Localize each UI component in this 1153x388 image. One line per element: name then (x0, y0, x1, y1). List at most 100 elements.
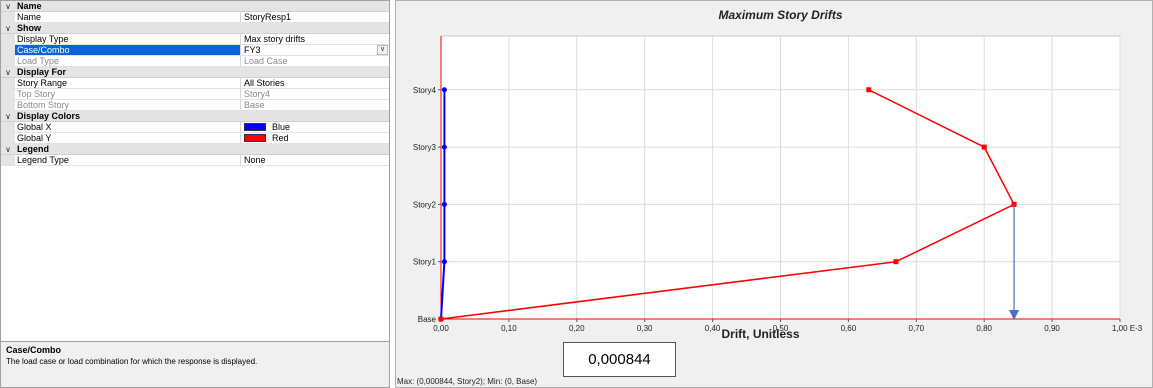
category-display-colors[interactable]: ∨ Display Colors (1, 111, 389, 122)
category-label: Name (17, 1, 42, 11)
status-bar: Max: (0,000844, Story2); Min: (0, Base) (397, 377, 538, 386)
x-tick-label: 0,10 (501, 324, 517, 333)
chart-panel: Maximum Story Drifts 0,00 0,10 0,20 0,30 0,40… (395, 0, 1153, 388)
chart-title: Maximum Story Drifts (718, 8, 842, 22)
property-name: Name (15, 12, 241, 22)
row-margin (1, 78, 15, 88)
property-name: Load Type (15, 56, 241, 66)
y-tick-label: Story4 (413, 86, 437, 95)
property-value-text: Load Case (244, 56, 288, 66)
x-tick-label: 0,70 (909, 324, 925, 333)
property-name: Bottom Story (15, 100, 241, 110)
property-value[interactable]: None (241, 155, 389, 165)
property-value-text: FY3 (244, 45, 261, 55)
property-value-text: Base (244, 100, 265, 110)
category-label: Display Colors (17, 111, 81, 121)
property-value-text: All Stories (244, 78, 285, 88)
property-row-legend-type[interactable]: Legend Type None (1, 155, 389, 166)
property-value[interactable]: FY3 ∨ (241, 45, 389, 55)
property-value: Base (241, 100, 389, 110)
data-point (893, 259, 899, 265)
property-row-load-type: Load Type Load Case (1, 56, 389, 67)
property-value[interactable]: All Stories (241, 78, 389, 88)
row-margin (1, 34, 15, 44)
chevron-down-icon[interactable]: ∨ (5, 1, 11, 11)
property-name: Case/Combo (15, 45, 241, 55)
property-value-text: None (244, 155, 266, 165)
x-tick-label: 0,00 (433, 324, 449, 333)
category-show[interactable]: ∨ Show (1, 23, 389, 34)
property-row-story-range[interactable]: Story Range All Stories (1, 78, 389, 89)
chevron-down-icon[interactable]: ∨ (5, 111, 11, 121)
property-value[interactable]: StoryResp1 (241, 12, 389, 22)
category-label: Display For (17, 67, 67, 77)
x-tick-label: 0,90 (1044, 324, 1060, 333)
row-margin (1, 45, 15, 55)
property-name: Global Y (15, 133, 241, 143)
category-label: Show (17, 23, 41, 33)
row-margin (1, 155, 15, 165)
value-callout: 0,000844 (563, 342, 676, 377)
row-margin (1, 122, 15, 132)
x-tick-label: 0,40 (705, 324, 721, 333)
property-row-global-y[interactable]: Global Y Red (1, 133, 389, 144)
help-panel: Case/Combo The load case or load combina… (1, 341, 389, 387)
x-tick-label: 0,60 (841, 324, 857, 333)
help-title: Case/Combo (6, 345, 62, 355)
property-value[interactable]: Max story drifts (241, 34, 389, 44)
x-axis-label: Drift, Unitless (721, 327, 799, 341)
property-row-top-story: Top Story Story4 (1, 89, 389, 100)
chevron-down-icon[interactable]: ∨ (5, 144, 11, 154)
property-name: Top Story (15, 89, 241, 99)
property-row-name[interactable]: Name StoryResp1 (1, 12, 389, 23)
property-value-text: StoryResp1 (244, 12, 292, 22)
y-tick-label: Story1 (413, 258, 437, 267)
property-name: Display Type (15, 34, 241, 44)
row-margin (1, 89, 15, 99)
category-name[interactable]: ∨ Name (1, 1, 389, 12)
property-row-global-x[interactable]: Global X Blue (1, 122, 389, 133)
arrow-down-icon (1009, 310, 1020, 320)
x-tick-label: 0,20 (569, 324, 585, 333)
color-swatch[interactable] (244, 123, 266, 131)
chevron-down-icon[interactable]: ∨ (5, 67, 11, 77)
property-value-text: Red (272, 133, 289, 143)
data-point (441, 259, 447, 265)
help-description: The load case or load combination for wh… (6, 357, 258, 366)
data-point (866, 87, 872, 93)
data-point (441, 87, 447, 93)
data-point (438, 316, 444, 322)
property-value: Story4 (241, 89, 389, 99)
property-row-display-type[interactable]: Display Type Max story drifts (1, 34, 389, 45)
property-value[interactable]: Blue (241, 122, 389, 132)
data-point (981, 144, 987, 150)
category-label: Legend (17, 144, 50, 154)
x-tick-label: 1,00 E-3 (1112, 324, 1143, 333)
property-row-case-combo[interactable]: Case/Combo FY3 ∨ (1, 45, 389, 56)
row-margin (1, 133, 15, 143)
data-point (441, 144, 447, 150)
property-row-bottom-story: Bottom Story Base (1, 100, 389, 111)
story-drift-chart: Maximum Story Drifts 0,00 0,10 0,20 0,30 0,40… (413, 8, 1143, 341)
x-tick-label: 0,50 (773, 324, 789, 333)
x-tick-label: 0,30 (637, 324, 653, 333)
x-tick-label: 0,80 (976, 324, 992, 333)
chevron-down-icon[interactable]: ∨ (5, 23, 11, 33)
property-value-text: Story4 (244, 89, 271, 99)
data-point (441, 201, 447, 207)
property-value: Load Case (241, 56, 389, 66)
row-margin (1, 100, 15, 110)
property-value[interactable]: Red (241, 133, 389, 143)
y-tick-label: Story2 (413, 200, 437, 209)
property-name: Story Range (15, 78, 241, 88)
row-margin (1, 12, 15, 22)
y-tick-label: Base (418, 315, 437, 324)
property-name: Legend Type (15, 155, 241, 165)
color-swatch[interactable] (244, 134, 266, 142)
category-display-for[interactable]: ∨ Display For (1, 67, 389, 78)
category-legend[interactable]: ∨ Legend (1, 144, 389, 155)
property-panel: ∨ Name Name StoryResp1 ∨ Show Display Type Max … (0, 0, 390, 388)
dropdown-arrow-icon[interactable]: ∨ (377, 45, 388, 55)
y-tick-label: Story3 (413, 143, 437, 152)
property-grid: ∨ Name Name StoryResp1 ∨ Show Display Type Max … (1, 1, 389, 166)
